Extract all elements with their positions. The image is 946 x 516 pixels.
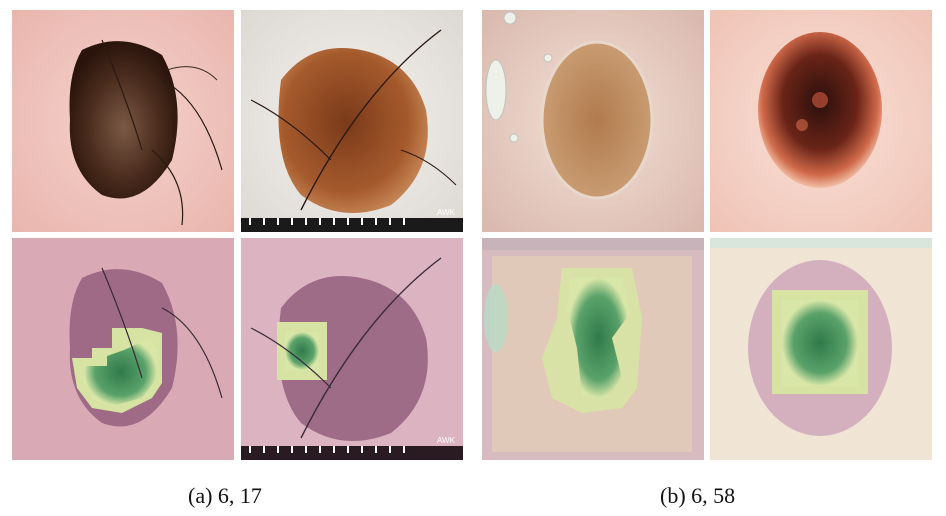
photo-b1 [482,10,704,232]
heatmap-b1 [482,238,704,460]
watermark-a2-overlay: AWK [437,436,456,445]
photo-b2 [710,10,932,232]
caption-a: (a) 6, 17 [188,483,262,508]
heatmap-a1 [12,238,234,460]
photo-a1 [12,10,234,232]
watermark-a2: AWK [437,208,456,217]
photo-a2: AWK [241,10,463,232]
caption-b: (b) 6, 58 [660,483,736,508]
heatmap-a2: AWK [241,238,463,460]
heatmap-b2 [710,238,932,460]
